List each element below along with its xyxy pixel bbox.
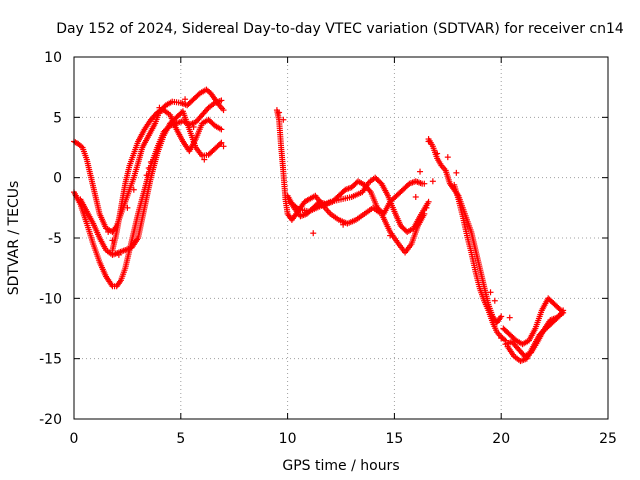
y-tick-label: 10 — [44, 50, 62, 66]
data-point — [310, 230, 317, 237]
x-tick-label: 25 — [599, 431, 617, 447]
x-tick-label: 15 — [385, 431, 403, 447]
data-point — [560, 309, 567, 316]
data-point — [318, 202, 325, 209]
y-axis-label: SDTVAR / TECUs — [6, 181, 22, 296]
data-point — [115, 251, 122, 258]
chart-title: Day 152 of 2024, Sidereal Day-to-day VTE… — [56, 21, 624, 37]
data-point — [156, 104, 163, 111]
data-point — [109, 237, 116, 244]
x-tick-label: 10 — [279, 431, 297, 447]
data-point — [556, 306, 563, 313]
data-point — [340, 221, 347, 228]
data-point — [423, 204, 430, 211]
x-tick-label: 0 — [70, 431, 79, 447]
data-point — [276, 109, 283, 116]
data-point — [220, 143, 227, 150]
grid — [74, 57, 608, 419]
data-point — [143, 172, 150, 179]
data-point — [124, 204, 131, 211]
y-tick-label: -5 — [48, 231, 62, 247]
plot-frame — [73, 56, 609, 420]
data-point — [145, 165, 152, 172]
data-points — [71, 86, 567, 365]
data-point — [105, 228, 112, 235]
data-point — [434, 150, 441, 157]
y-tick-label: -20 — [39, 412, 62, 428]
data-point — [220, 107, 227, 114]
data-point — [417, 168, 424, 175]
data-point — [491, 297, 498, 304]
data-point — [280, 116, 287, 123]
data-point — [444, 154, 451, 161]
data-point — [218, 126, 225, 133]
x-tick-label: 5 — [176, 431, 185, 447]
data-point — [201, 156, 208, 163]
data-point — [487, 289, 494, 296]
data-point — [453, 169, 460, 176]
data-point — [498, 313, 505, 320]
data-point — [429, 178, 436, 185]
y-tick-label: 0 — [53, 171, 62, 187]
x-tick-label: 20 — [492, 431, 510, 447]
data-point — [425, 198, 432, 205]
y-tick-label: -10 — [39, 291, 62, 307]
data-point — [217, 140, 224, 147]
data-point — [498, 335, 505, 342]
data-point — [130, 186, 137, 193]
data-point — [421, 180, 428, 187]
data-point — [147, 158, 154, 165]
data-point — [182, 96, 189, 103]
y-tick-label: 5 — [53, 110, 62, 126]
data-point — [506, 314, 513, 321]
data-point — [190, 123, 197, 130]
data-point — [81, 208, 88, 215]
y-tick-label: -15 — [39, 352, 62, 368]
data-point — [218, 139, 225, 146]
x-axis-label: GPS time / hours — [282, 458, 399, 474]
data-point — [412, 193, 419, 200]
data-point — [425, 138, 432, 145]
tick-labels: 0 5 10 15 20 25 -20 -15 -10 -5 0 5 10 — [39, 50, 617, 447]
data-point — [387, 232, 394, 239]
data-point — [218, 97, 225, 104]
